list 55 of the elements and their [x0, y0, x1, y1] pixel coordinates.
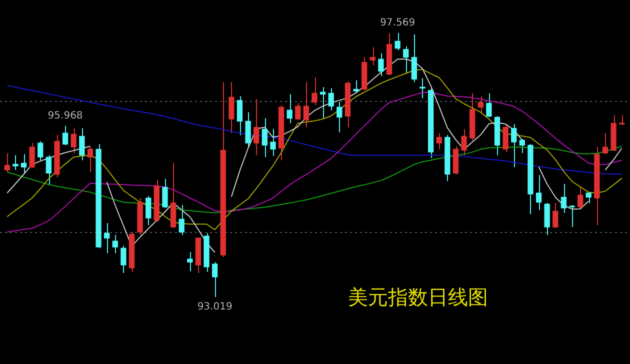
- candlestick: [20, 154, 27, 174]
- candlestick: [286, 94, 292, 124]
- candlestick: [569, 204, 575, 228]
- candlestick: [312, 76, 318, 106]
- candlestick: [146, 196, 152, 226]
- candlestick: [560, 184, 567, 214]
- candlestick: [104, 222, 110, 254]
- candlestick: [502, 124, 508, 153]
- candlestick: [336, 102, 342, 133]
- candlestick: [370, 46, 376, 66]
- candlestick: [420, 78, 426, 99]
- candlestick: [62, 125, 68, 146]
- candlestick: [120, 246, 126, 274]
- candlestick: [254, 98, 260, 156]
- candlestick: [79, 128, 85, 161]
- candlestick: [12, 154, 18, 171]
- candlestick: [262, 118, 268, 158]
- candlestick: [552, 202, 558, 229]
- candlestick: [236, 96, 243, 136]
- candlestick: [29, 142, 35, 169]
- candlestick: [411, 34, 418, 83]
- candlestick: [478, 96, 484, 114]
- candlestick: [162, 178, 168, 209]
- candlestick: [295, 102, 301, 121]
- annotation: 97.569: [380, 18, 416, 29]
- annotation: 93.019: [197, 302, 232, 313]
- candlestick: [577, 186, 584, 209]
- candlestick: [228, 82, 234, 134]
- candlestick: [436, 132, 442, 150]
- candlestick: [70, 128, 76, 154]
- candlestick: [87, 146, 94, 173]
- text: 美元指数日线图: [348, 284, 488, 311]
- candlestick: [245, 112, 251, 148]
- candlestick: [4, 152, 10, 173]
- candlestick: [519, 138, 525, 154]
- candlestick: [378, 52, 384, 77]
- candlestick: [536, 174, 542, 211]
- candlestick: [353, 80, 359, 94]
- candlestick: [461, 128, 467, 156]
- candlestick: [403, 46, 409, 74]
- candlestick: [328, 88, 334, 111]
- candlestick: [303, 82, 310, 128]
- candlestick: [187, 252, 193, 272]
- candlestick: [212, 262, 218, 298]
- candlestick: [178, 204, 184, 236]
- candlestick: [394, 32, 400, 51]
- candlestick: [46, 154, 52, 186]
- candlestick: [270, 128, 276, 157]
- candlestick: [602, 132, 608, 155]
- candlestick: [486, 92, 492, 118]
- candlestick: [38, 140, 44, 161]
- candlestick: [544, 202, 550, 236]
- candlestick: [112, 234, 118, 254]
- candlestick: [511, 124, 517, 168]
- annotation: 95.968: [48, 110, 83, 122]
